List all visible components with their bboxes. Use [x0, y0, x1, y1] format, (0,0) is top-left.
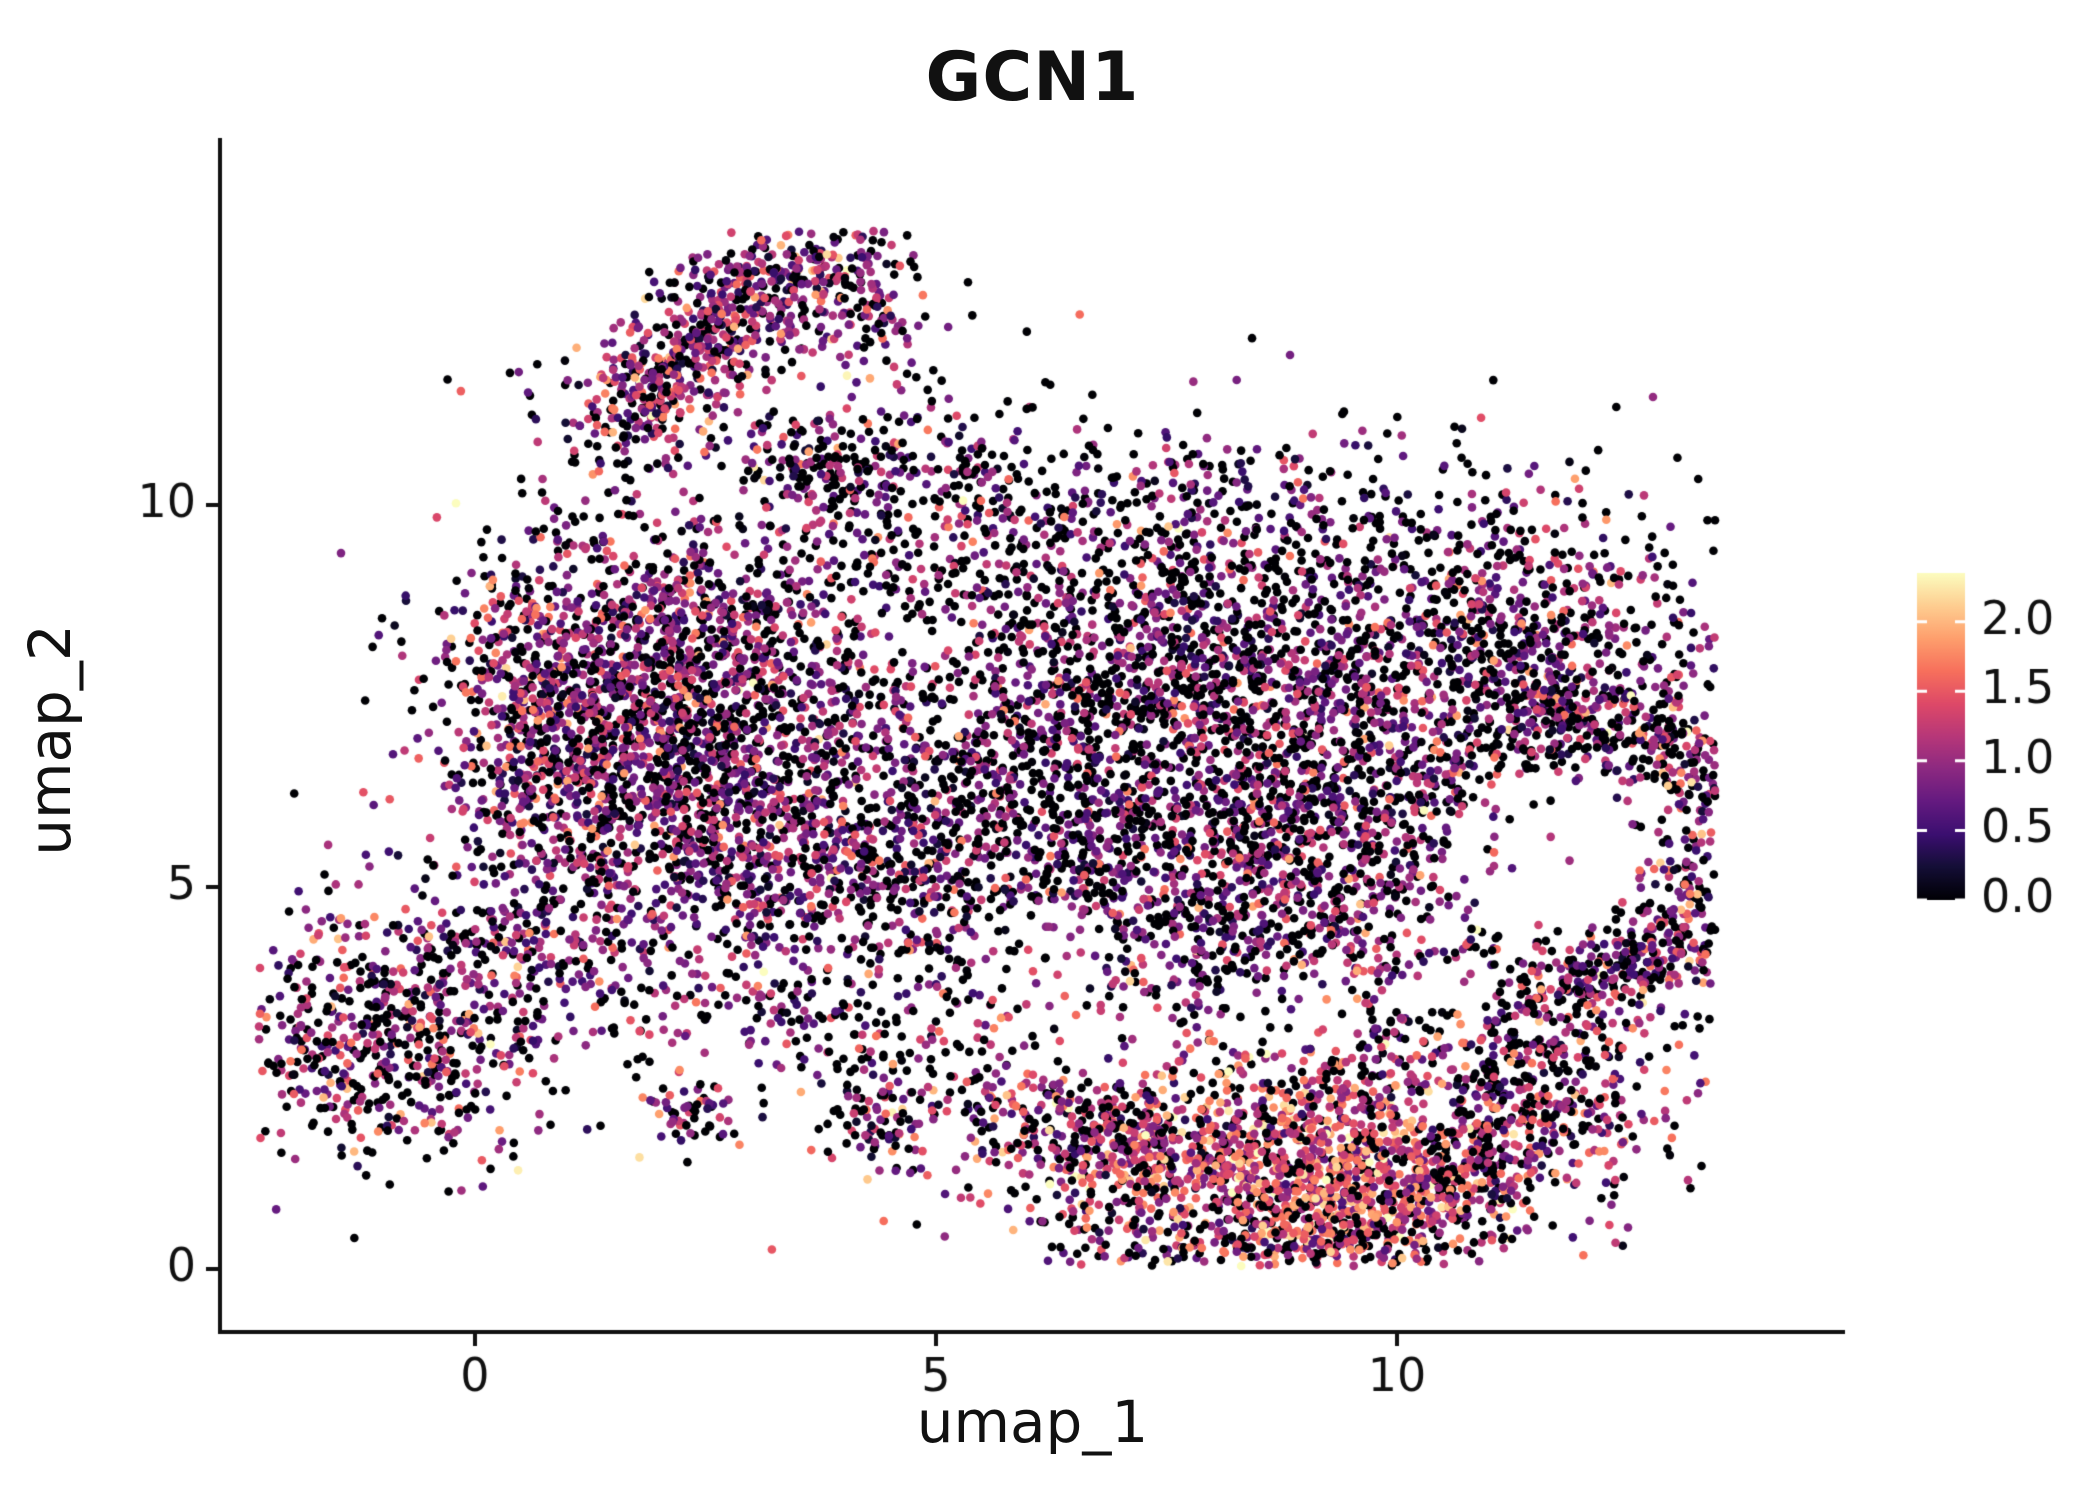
x-axis-title: umap_1 [916, 1388, 1149, 1456]
y-axis-title: umap_2 [16, 624, 84, 856]
chart-title: GCN1 [925, 38, 1140, 117]
